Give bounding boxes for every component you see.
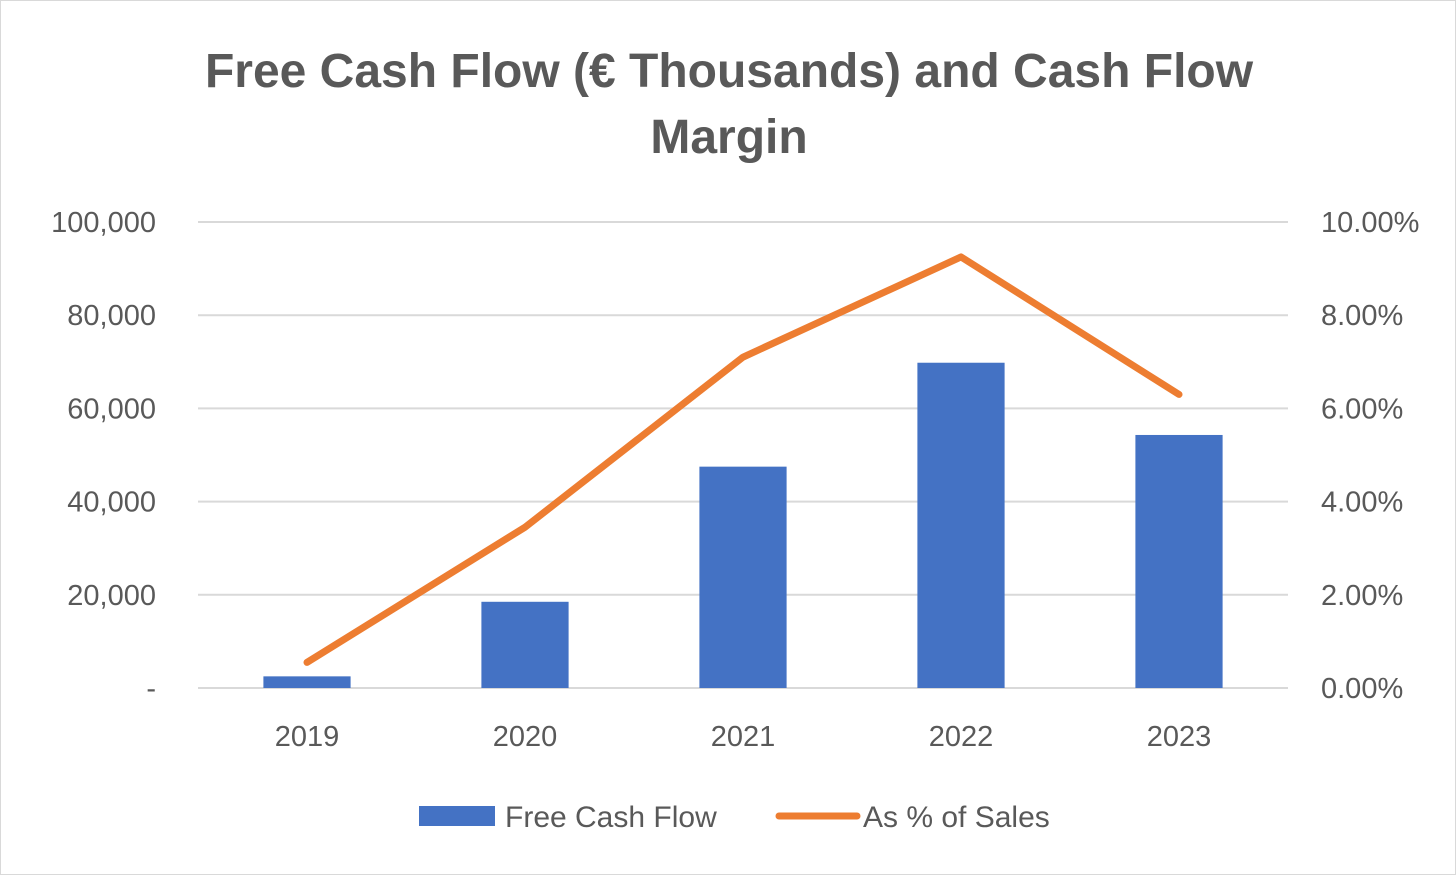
x-axis-labels: 2019 2020 2021 2022 2023: [275, 721, 1212, 753]
right-axis-tick-label: 10.00%: [1321, 207, 1419, 239]
free-cash-flow-bar: [263, 676, 350, 688]
x-axis-tick-label: 2022: [929, 721, 994, 753]
left-axis-tick-label: 40,000: [67, 487, 156, 519]
legend-label-free-cash-flow: Free Cash Flow: [505, 801, 717, 834]
x-axis-tick-label: 2021: [711, 721, 776, 753]
legend: Free Cash Flow As % of Sales: [419, 801, 1050, 834]
right-axis-tick-label: 8.00%: [1321, 300, 1403, 332]
right-axis-tick-label: 0.00%: [1321, 673, 1403, 705]
right-axis-labels: 0.00% 2.00% 4.00% 6.00% 8.00% 10.00%: [1321, 207, 1419, 705]
x-axis-tick-label: 2019: [275, 721, 340, 753]
legend-label-as-pct-of-sales: As % of Sales: [863, 801, 1050, 834]
left-axis-tick-label: -: [146, 673, 156, 705]
left-axis-labels: - 20,000 40,000 60,000 80,000 100,000: [51, 207, 156, 705]
x-axis-tick-label: 2020: [493, 721, 558, 753]
right-axis-tick-label: 2.00%: [1321, 580, 1403, 612]
free-cash-flow-bar: [1135, 435, 1222, 688]
left-axis-tick-label: 20,000: [67, 580, 156, 612]
left-axis-tick-label: 80,000: [67, 300, 156, 332]
right-axis-tick-label: 6.00%: [1321, 393, 1403, 425]
free-cash-flow-bars: [263, 363, 1222, 688]
free-cash-flow-bar: [699, 467, 786, 688]
x-axis-tick-label: 2023: [1147, 721, 1212, 753]
legend-swatch-free-cash-flow: [419, 806, 495, 826]
left-axis-tick-label: 60,000: [67, 393, 156, 425]
right-axis-tick-label: 4.00%: [1321, 487, 1403, 519]
left-axis-tick-label: 100,000: [51, 207, 156, 239]
free-cash-flow-bar: [481, 602, 568, 688]
free-cash-flow-bar: [917, 363, 1004, 688]
